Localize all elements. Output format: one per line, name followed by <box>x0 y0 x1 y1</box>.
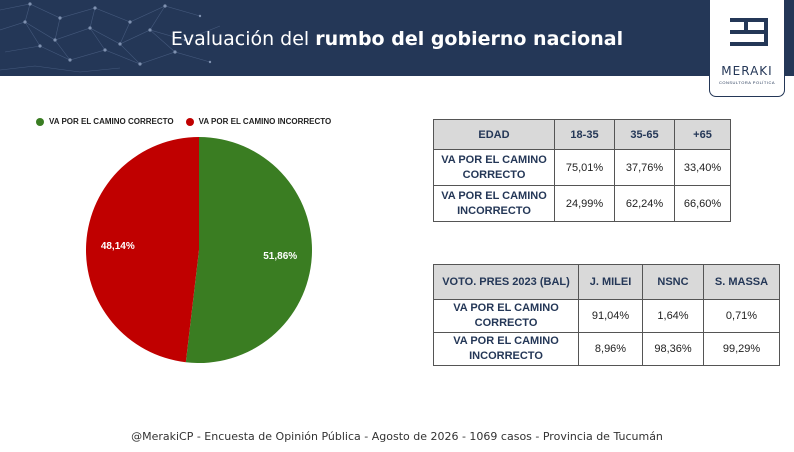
legend-item-correcto: VA POR EL CAMINO CORRECTO <box>36 117 174 126</box>
logo-wordmark: MERAKI <box>721 64 773 78</box>
table-header-row: VOTO. PRES 2023 (BAL) J. MILEI NSNC S. M… <box>433 264 780 300</box>
footer-source: @MerakiCP - Encuesta de Opinión Pública … <box>131 430 663 443</box>
row-label: VA POR EL CAMINO INCORRECTO <box>433 332 579 366</box>
table-header-cell: 18-35 <box>554 119 615 150</box>
network-decoration <box>0 2 221 73</box>
chart-legend: VA POR EL CAMINO CORRECTO VA POR EL CAMI… <box>36 117 343 126</box>
page-title: Evaluación del rumbo del gobierno nacion… <box>170 28 624 50</box>
table-cell: 75,01% <box>554 149 615 186</box>
table-cell: 0,71% <box>703 299 780 333</box>
legend-label-incorrecto: VA POR EL CAMINO INCORRECTO <box>198 117 332 126</box>
table-header-cell: VOTO. PRES 2023 (BAL) <box>433 264 579 300</box>
table-cell: 8,96% <box>578 332 643 366</box>
pie-chart: 51,86% 48,14% <box>85 137 312 363</box>
table-row: VA POR EL CAMINO CORRECTO 91,04% 1,64% 0… <box>433 299 780 333</box>
table-cell: 66,60% <box>674 185 731 222</box>
table-header-cell: J. MILEI <box>578 264 643 300</box>
legend-swatch-correcto <box>36 117 44 126</box>
table-cell: 98,36% <box>642 332 704 366</box>
row-label: VA POR EL CAMINO INCORRECTO <box>433 185 555 222</box>
pie-label-correcto: 51,86% <box>263 251 297 262</box>
legend-swatch-incorrecto <box>185 117 194 126</box>
table-row: VA POR EL CAMINO INCORRECTO 8,96% 98,36%… <box>433 332 780 366</box>
table-cell: 99,29% <box>703 332 780 366</box>
meraki-logo: MERAKI CONSULTORA POLÍTICA <box>709 0 785 97</box>
table-header-cell: S. MASSA <box>703 264 780 300</box>
legend-item-incorrecto: VA POR EL CAMINO INCORRECTO <box>185 117 332 126</box>
table-cell: 1,64% <box>642 299 704 333</box>
table-row: VA POR EL CAMINO CORRECTO 75,01% 37,76% … <box>433 149 731 186</box>
table-header-row: EDAD 18-35 35-65 +65 <box>433 119 731 150</box>
meraki-logo-icon <box>730 18 768 46</box>
table-voto: VOTO. PRES 2023 (BAL) J. MILEI NSNC S. M… <box>433 264 780 366</box>
table-cell: 24,99% <box>554 185 615 222</box>
pie-label-incorrecto: 48,14% <box>101 241 135 252</box>
table-header-cell: 35-65 <box>614 119 675 150</box>
table-edad: EDAD 18-35 35-65 +65 VA POR EL CAMINO CO… <box>433 119 731 222</box>
pie-slice-incorrecto <box>85 137 199 363</box>
header-banner: Evaluación del rumbo del gobierno nacion… <box>0 0 794 76</box>
table-cell: 33,40% <box>674 149 731 186</box>
logo-subtitle: CONSULTORA POLÍTICA <box>718 80 776 85</box>
table-cell: 37,76% <box>614 149 675 186</box>
pie-slice-correcto <box>185 137 312 363</box>
table-header-cell: NSNC <box>642 264 704 300</box>
table-header-cell: EDAD <box>433 119 555 150</box>
table-header-cell: +65 <box>674 119 731 150</box>
legend-label-correcto: VA POR EL CAMINO CORRECTO <box>49 117 174 126</box>
table-row: VA POR EL CAMINO INCORRECTO 24,99% 62,24… <box>433 185 731 222</box>
table-cell: 91,04% <box>578 299 643 333</box>
row-label: VA POR EL CAMINO CORRECTO <box>433 299 579 333</box>
table-cell: 62,24% <box>614 185 675 222</box>
row-label: VA POR EL CAMINO CORRECTO <box>433 149 555 186</box>
